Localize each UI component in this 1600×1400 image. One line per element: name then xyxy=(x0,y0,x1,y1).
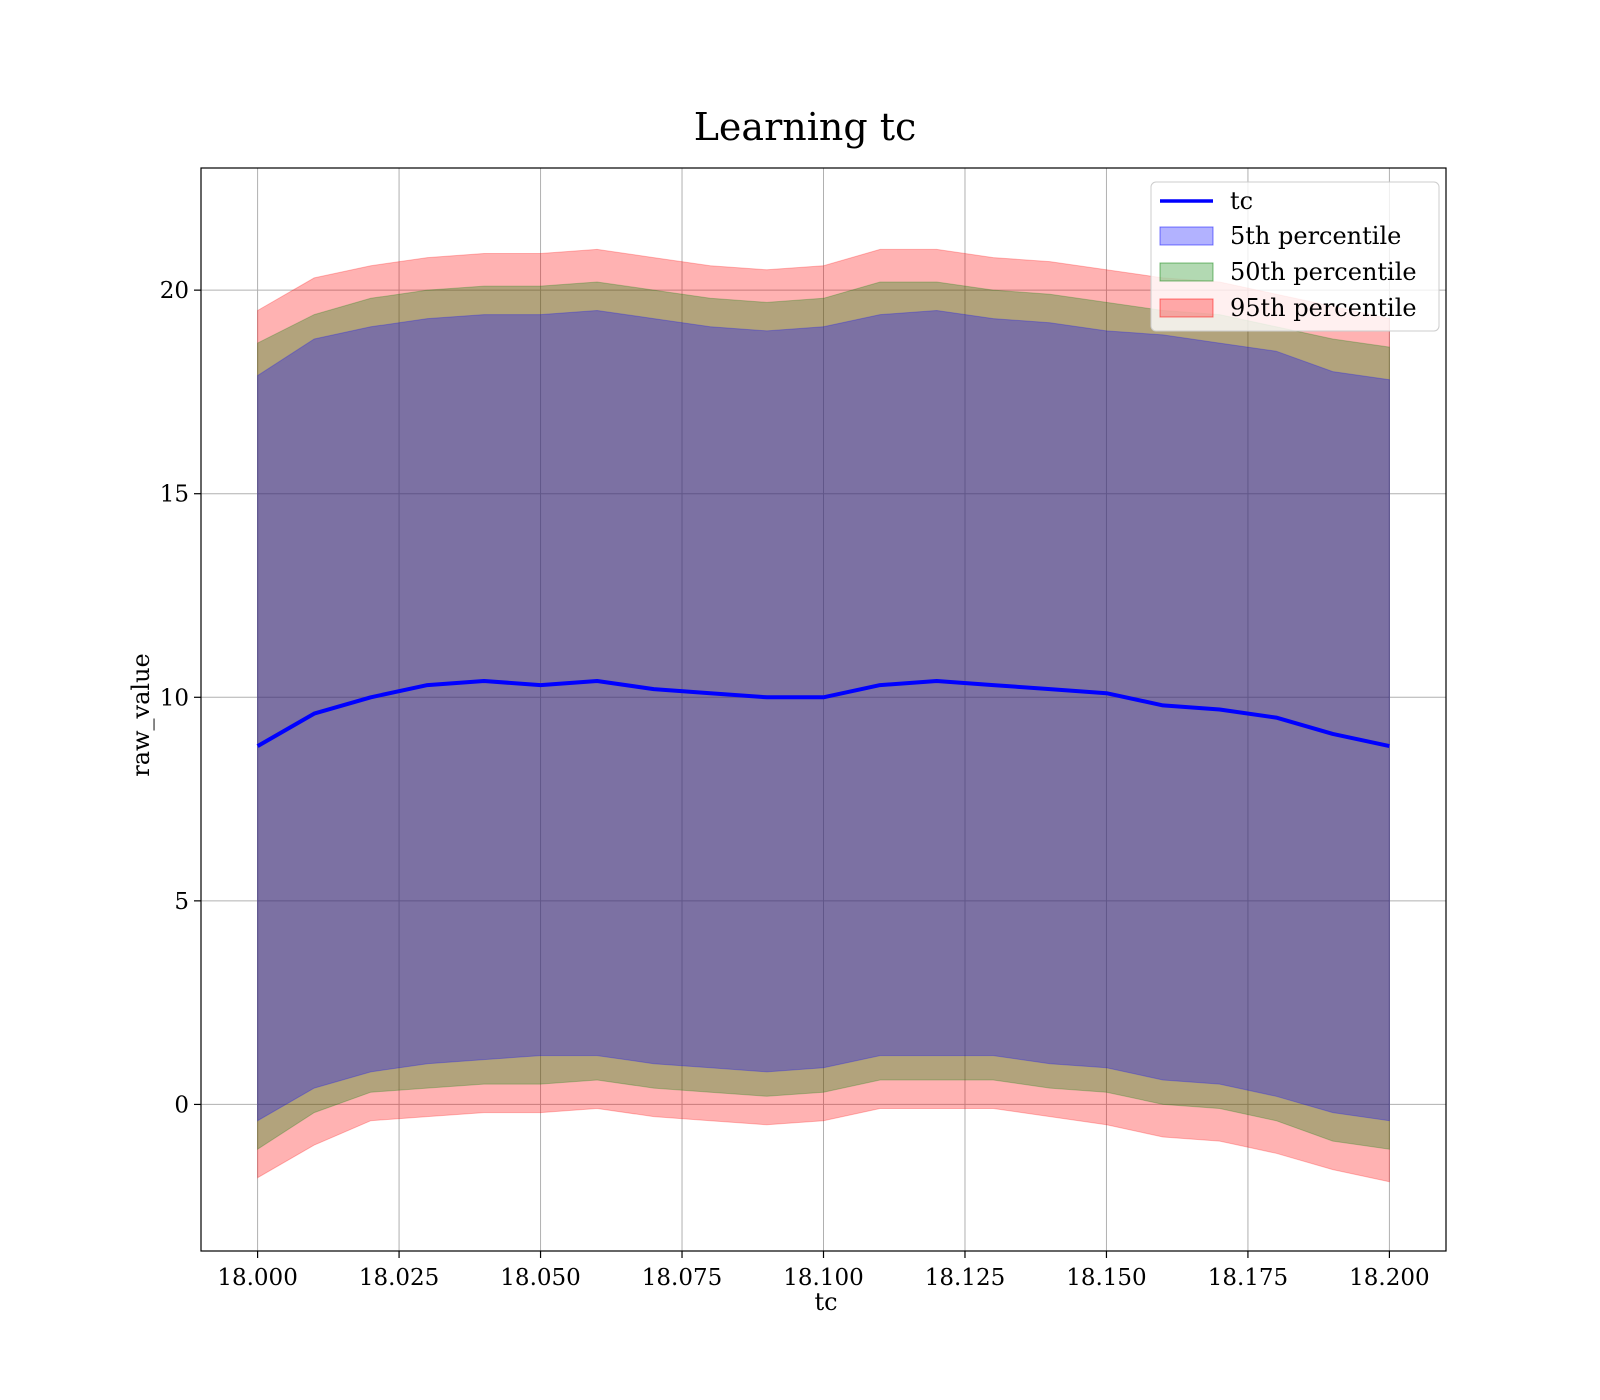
y-axis-label: raw_value xyxy=(127,653,155,777)
x-tick-label: 18.050 xyxy=(500,1265,580,1291)
y-tick-label: 20 xyxy=(160,278,189,304)
x-tick-label: 18.100 xyxy=(783,1265,863,1291)
y-tick-label: 15 xyxy=(160,482,189,508)
series-lines xyxy=(256,679,1390,749)
band-5th-percentile xyxy=(257,309,1390,1122)
legend-label-5th-percentile: 5th percentile xyxy=(1230,222,1401,250)
series-line-tc xyxy=(256,679,1390,749)
legend: tc 5th percentile 50th percentile 95th p… xyxy=(1150,181,1440,332)
x-tick-label: 18.125 xyxy=(925,1265,1005,1291)
percentile-bands xyxy=(257,248,1390,1183)
y-tick-label: 5 xyxy=(174,889,189,915)
legend-swatch-50th-percentile xyxy=(1159,262,1214,282)
x-tick-label: 18.000 xyxy=(217,1265,297,1291)
x-tick-label: 18.025 xyxy=(359,1265,439,1291)
legend-label-50th-percentile: 50th percentile xyxy=(1230,258,1417,286)
legend-label-tc: tc xyxy=(1230,187,1253,215)
x-tick-label: 18.075 xyxy=(642,1265,722,1291)
y-tick-label: 0 xyxy=(174,1092,189,1118)
x-axis-label: tc xyxy=(814,1288,837,1316)
legend-box xyxy=(1150,181,1440,332)
legend-swatch-5th-percentile xyxy=(1159,226,1214,246)
band-95th-percentile xyxy=(257,248,1390,1183)
y-tick-label: 10 xyxy=(160,685,189,711)
x-tick-label: 18.200 xyxy=(1349,1265,1429,1291)
y-axis-ticks: 0 5 10 15 20 xyxy=(160,278,201,1118)
x-tick-label: 18.150 xyxy=(1066,1265,1146,1291)
chart-title: Learning tc xyxy=(694,105,917,149)
x-axis-ticks: 18.000 18.025 18.050 18.075 18.100 18.125 18.1… xyxy=(217,1251,1430,1291)
legend-label-95th-percentile: 95th percentile xyxy=(1230,294,1417,322)
band-50th-percentile xyxy=(257,281,1390,1151)
legend-swatch-95th-percentile xyxy=(1159,298,1214,318)
x-tick-label: 18.175 xyxy=(1208,1265,1288,1291)
